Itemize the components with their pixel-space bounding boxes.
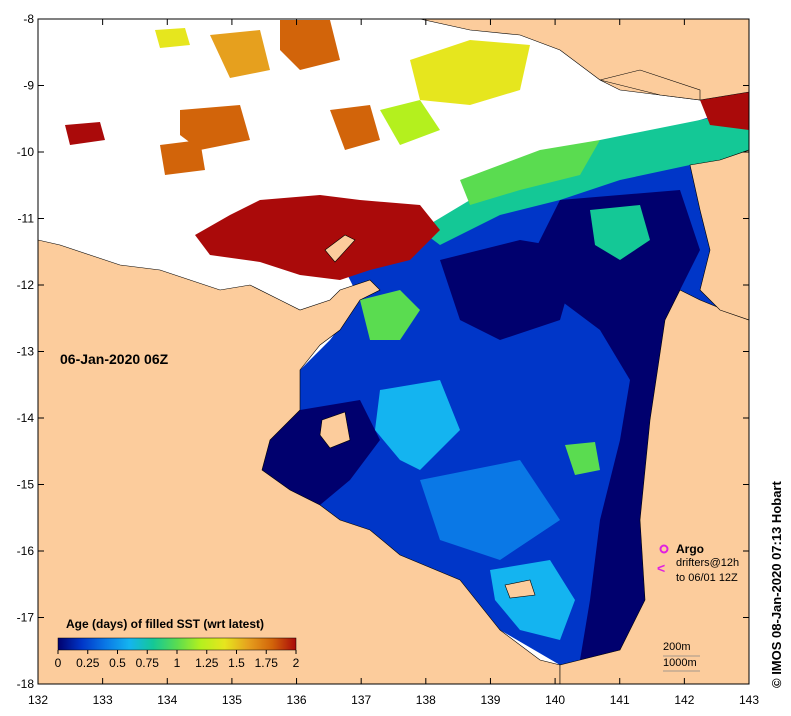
teal-band (420, 110, 749, 245)
land-new-guinea-east (599, 69, 701, 101)
legend-colorbar (57, 637, 297, 651)
markers-legend: Argo < drifters@12h to 06/01 12Z (657, 542, 739, 584)
lon-tick-label: 134 (157, 693, 177, 707)
deep-blue-region-east (520, 190, 700, 660)
yellow-patch-north (380, 100, 440, 145)
lat-tick-label: -15 (17, 478, 35, 492)
legend-title: Age (days) of filled SST (wrt latest) (66, 617, 264, 631)
lat-tick-label: -14 (17, 411, 35, 425)
argo-label: Argo (676, 542, 704, 556)
land-wessel (324, 234, 356, 263)
lon-tick-label: 140 (545, 693, 565, 707)
land-arnhem (38, 239, 561, 684)
orange-patch-4 (330, 105, 380, 150)
lat-tick-label: -8 (23, 12, 34, 26)
legend-tick-label: 2 (293, 656, 300, 670)
lon-tick-label: 137 (351, 693, 371, 707)
drifters-range: to 06/01 12Z (676, 572, 738, 584)
dark-red-region (195, 195, 440, 280)
date-label: 06-Jan-2020 06Z (60, 351, 169, 367)
legend-tick-label: 0.75 (136, 656, 160, 670)
land-groote (319, 411, 351, 449)
lon-tick-label: 142 (674, 693, 694, 707)
argo-marker-icon (659, 544, 669, 554)
lon-tick-label: 139 (480, 693, 500, 707)
land-mornington (504, 579, 536, 599)
lon-tick-label: 141 (610, 693, 630, 707)
lon-tick-label: 136 (287, 693, 307, 707)
drifters-label: drifters@12h (676, 557, 739, 569)
lat-tick-label: -17 (17, 611, 35, 625)
legend-tick-label: 0.25 (76, 656, 100, 670)
lat-tick-label: -16 (17, 544, 35, 558)
green-band (460, 140, 600, 205)
lat-tick-label: -11 (18, 212, 35, 226)
legend-tick-label: 0 (55, 656, 62, 670)
lat-tick-label: -9 (23, 79, 34, 93)
light-blue-region-mid (420, 460, 560, 560)
lat-tick-label: -12 (17, 278, 35, 292)
contour-200-label: 200m (663, 641, 691, 653)
lon-tick-label: 143 (739, 693, 759, 707)
yellow-patch-small (155, 28, 190, 48)
lon-tick-label: 138 (416, 693, 436, 707)
legend-tick-label: 1.5 (228, 656, 245, 670)
map-layers (38, 19, 749, 684)
legend-tick-label: 1 (174, 656, 181, 670)
green-patch-east (590, 205, 650, 260)
latitude-axis: -8 -9 -10 -11 -12 -13 -14 -15 -16 -17 -18 (17, 12, 749, 691)
light-blue-region-south (490, 560, 575, 640)
land-cape-york (559, 289, 749, 684)
contour-1000-label: 1000m (663, 657, 697, 669)
lon-tick-label: 135 (222, 693, 242, 707)
legend-tick-label: 1.25 (195, 656, 219, 670)
credit-label: © IMOS 08-Jan-2020 07:13 Hobart (769, 481, 784, 688)
lat-tick-label: -10 (17, 145, 35, 159)
dark-red-patch-ne (700, 92, 749, 130)
green-patch-west (360, 290, 420, 340)
green-patch-south (565, 442, 600, 475)
orange-patch-1 (180, 105, 250, 150)
deep-blue-region-north (440, 240, 580, 340)
orange-patch-5 (160, 140, 205, 175)
deep-blue-region-west (262, 400, 380, 505)
land-cape-york-north (689, 149, 749, 321)
light-blue-region (375, 380, 460, 470)
legend-ticks: 0 0.25 0.5 0.75 1 1.25 1.5 1.75 2 (55, 650, 300, 670)
legend-tick-label: 0.5 (109, 656, 126, 670)
contour-scale: 200m 1000m (663, 641, 700, 672)
lat-tick-label: -13 (17, 345, 35, 359)
lat-tick-label: -18 (17, 677, 35, 691)
legend-tick-label: 1.75 (255, 656, 279, 670)
orange-patch-3 (210, 30, 270, 78)
drifter-symbol-icon: < (657, 560, 665, 576)
dark-red-patch-north (65, 122, 105, 145)
lon-tick-label: 132 (28, 693, 48, 707)
yellow-band (410, 40, 530, 105)
orange-patch-2 (280, 20, 340, 70)
longitude-axis: 132 133 134 135 136 137 138 139 140 141 142 143 (28, 19, 759, 707)
lon-tick-label: 133 (93, 693, 113, 707)
